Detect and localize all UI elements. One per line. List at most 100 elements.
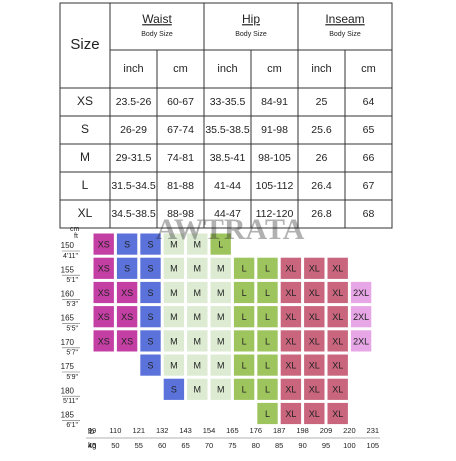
size-cell — [92, 329, 115, 353]
group-title: Hip — [242, 12, 260, 26]
size-cell — [139, 329, 162, 353]
size-cell-label: XS — [121, 288, 133, 298]
group-title: Waist — [142, 12, 172, 26]
size-cell — [303, 256, 326, 280]
size-cell-label: M — [194, 336, 202, 346]
weight-lb: 176 — [250, 426, 263, 435]
size-cell-label: XS — [98, 312, 110, 322]
height-ft: 5'11" — [63, 398, 78, 405]
size-cell — [232, 353, 256, 377]
weight-lb: 220 — [343, 426, 356, 435]
group-note: Body Size — [235, 31, 267, 38]
size-cell-label: S — [171, 385, 177, 395]
size-cell-label: M — [217, 312, 225, 322]
weight-lb: 143 — [179, 426, 192, 435]
table-cell: 60-67 — [167, 96, 194, 108]
size-cell-label: XL — [285, 264, 296, 274]
table-cell: XL — [78, 206, 93, 220]
unit-label: cm — [361, 63, 376, 75]
unit-label: inch — [311, 63, 331, 75]
group-note: Body Size — [329, 31, 361, 38]
table-cell: 41-44 — [214, 180, 241, 192]
size-cell — [162, 377, 186, 401]
weight-lb: 198 — [296, 426, 309, 435]
size-cell — [139, 256, 162, 280]
size-cell — [209, 280, 232, 305]
group-title: Inseam — [325, 12, 364, 26]
weight-lb: 110 — [109, 426, 121, 435]
height-cm: 160 — [61, 290, 75, 299]
size-cell — [162, 232, 186, 256]
height-ft: 5'5" — [66, 325, 78, 332]
size-cell-label: S — [147, 360, 153, 370]
size-cell — [326, 401, 349, 426]
height-cm: 185 — [61, 411, 75, 420]
table-cell: L — [82, 178, 89, 192]
size-cell — [326, 305, 349, 329]
table-cell: 68 — [363, 208, 375, 220]
size-cell-label: M — [217, 288, 225, 298]
unit-label: cm — [267, 63, 282, 75]
corner-label: Size — [70, 36, 99, 53]
table-cell: 26.8 — [311, 208, 332, 220]
size-cell-label: M — [194, 288, 202, 298]
size-cell — [279, 401, 303, 426]
size-cell-label: M — [170, 312, 178, 322]
table-cell: 26.4 — [311, 180, 332, 192]
size-cell-label: XL — [309, 360, 320, 370]
size-cell — [162, 256, 186, 280]
weight-lb: 165 — [226, 426, 239, 435]
weight-kg: 85 — [275, 441, 283, 450]
size-cell-label: L — [242, 385, 247, 395]
size-cell-label: XL — [332, 312, 343, 322]
size-cell-label: XL — [332, 385, 343, 395]
table-cell: 98-105 — [258, 152, 291, 164]
weight-unit: lb — [88, 427, 95, 436]
size-cell — [186, 232, 209, 256]
size-cell-label: XL — [285, 385, 296, 395]
table-cell: 64 — [363, 96, 375, 108]
table-cell: 66 — [363, 152, 375, 164]
size-cell — [256, 377, 279, 401]
weight-kg: 55 — [135, 441, 143, 450]
size-cell-label: 2XL — [353, 312, 369, 322]
table-cell: 29-31.5 — [116, 152, 152, 164]
size-cell-label: L — [242, 312, 247, 322]
size-cell — [256, 280, 279, 305]
size-cell — [162, 305, 186, 329]
table-cell: 65 — [363, 124, 375, 136]
size-cell-label: M — [170, 336, 178, 346]
height-cm: 170 — [61, 338, 75, 347]
size-cell-label: M — [194, 360, 202, 370]
size-cell — [326, 329, 349, 353]
size-cell — [186, 377, 209, 401]
size-cell — [209, 305, 232, 329]
size-cell-label: L — [265, 312, 270, 322]
size-cell — [232, 280, 256, 305]
size-cell — [92, 256, 115, 280]
size-cell-label: L — [242, 336, 247, 346]
size-cell — [162, 280, 186, 305]
size-cell-label: XL — [332, 409, 343, 419]
size-cell-label: M — [170, 264, 178, 274]
size-cell-label: L — [242, 264, 247, 274]
size-cell-label: XS — [121, 336, 133, 346]
table-cell: S — [81, 122, 89, 136]
weight-kg: 75 — [228, 441, 236, 450]
size-cell-label: M — [170, 288, 178, 298]
size-cell-label: XL — [285, 409, 296, 419]
size-cell — [279, 280, 303, 305]
size-cell — [139, 280, 162, 305]
size-cell — [256, 401, 279, 426]
size-cell — [92, 280, 115, 305]
table-cell: 38.5-41 — [210, 152, 246, 164]
size-cell-label: XL — [332, 336, 343, 346]
size-cell — [162, 353, 186, 377]
size-cell — [279, 305, 303, 329]
size-cell-label: L — [265, 385, 270, 395]
size-cell-label: XL — [285, 360, 296, 370]
table-cell: 34.5-38.5 — [111, 208, 156, 220]
size-cell — [209, 329, 232, 353]
height-header: ft — [74, 233, 78, 240]
